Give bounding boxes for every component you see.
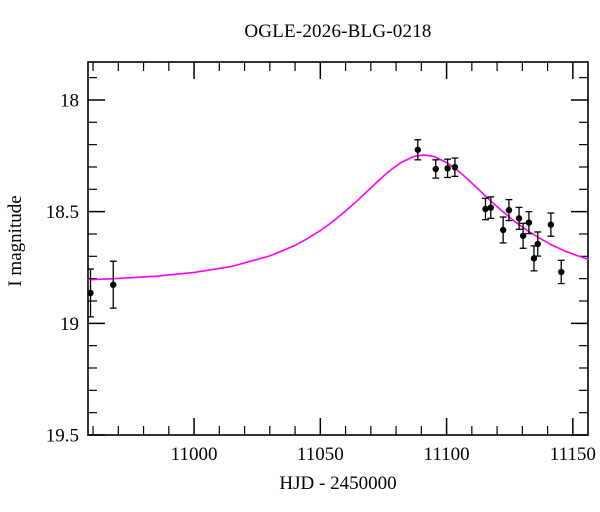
data-point [519,232,527,239]
y-tick-label: 18 [60,90,79,111]
y-tick-label: 19.5 [46,426,79,447]
x-tick-label: 11050 [297,444,344,465]
data-point [444,165,451,172]
model-curve [87,154,589,281]
data-point [432,165,439,173]
data-point [87,289,94,297]
data-point [482,205,489,213]
x-axis-label: HJD - 2450000 [279,473,397,494]
plot-frame [87,61,589,436]
data-point [525,219,533,226]
data-point [505,206,513,214]
data-point [534,240,541,248]
data-point [451,163,459,171]
chart-title: OGLE-2026-BLG-0218 [244,21,432,42]
data-point [110,281,117,288]
y-tick-label: 18.5 [46,202,79,223]
data-point [515,215,523,222]
data-point [414,146,421,153]
data-point [499,226,507,234]
y-tick-label: 19 [60,314,79,335]
data-point [487,204,494,211]
data-point [558,268,565,276]
x-tick-label: 11150 [550,444,596,465]
x-tick-label: 11100 [424,444,470,465]
data-point [547,221,555,228]
x-tick-label: 11000 [171,444,218,465]
